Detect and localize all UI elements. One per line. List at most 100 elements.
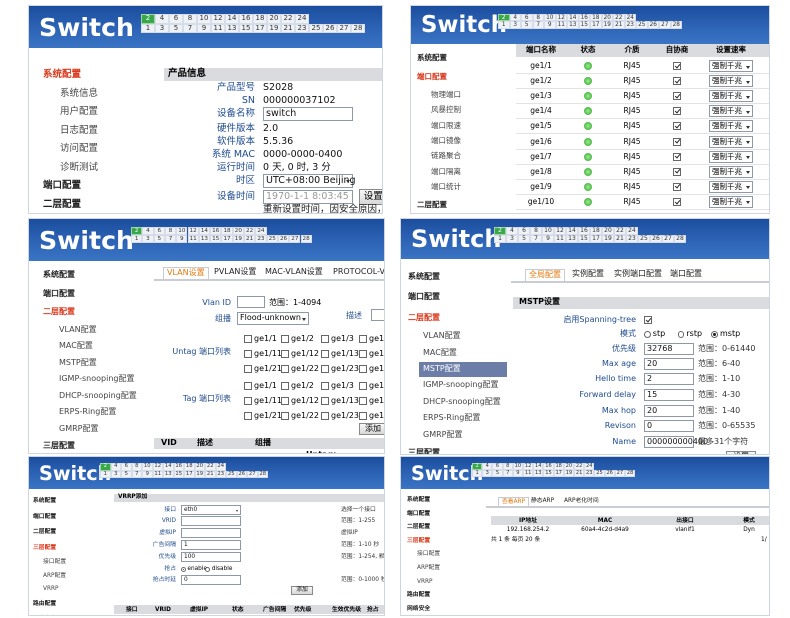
- tab[interactable]: 查看ARP: [498, 497, 530, 507]
- select[interactable]: Flood-unknown: [237, 312, 309, 325]
- radio[interactable]: [677, 331, 685, 338]
- menu-group[interactable]: 系统配置: [43, 270, 75, 279]
- speed-select[interactable]: 强制千兆: [709, 180, 753, 193]
- menu-item[interactable]: 诊断测试: [60, 161, 99, 173]
- menu-item[interactable]: MAC配置: [59, 341, 93, 350]
- radio[interactable]: [205, 567, 211, 572]
- menu-item[interactable]: VLAN配置: [423, 331, 461, 341]
- checkbox[interactable]: [321, 365, 329, 373]
- menu-item[interactable]: GMRP配置: [59, 423, 99, 433]
- menu-item[interactable]: 系统信息: [60, 87, 99, 99]
- menu-item[interactable]: 接口配置: [43, 559, 67, 565]
- menu-item[interactable]: 端口限速: [431, 120, 461, 130]
- menu-group[interactable]: 三层配置: [408, 448, 440, 455]
- menu-group[interactable]: 二层配置: [43, 198, 82, 210]
- checkbox[interactable]: [244, 382, 252, 390]
- menu-group[interactable]: 系统配置: [33, 498, 57, 504]
- checkbox[interactable]: [359, 350, 367, 358]
- text-input[interactable]: 20: [644, 358, 694, 370]
- menu-item[interactable]: VLAN配置: [59, 324, 97, 334]
- menu-item[interactable]: ARP配置: [417, 565, 441, 571]
- button[interactable]: 添加: [291, 586, 313, 595]
- radio[interactable]: [711, 331, 718, 338]
- tab[interactable]: MAC-VLAN设置: [265, 267, 323, 276]
- checkbox[interactable]: [359, 335, 367, 343]
- menu-item[interactable]: DHCP-snooping配置: [423, 396, 501, 406]
- menu-item[interactable]: GMRP配置: [423, 429, 463, 439]
- menu-item[interactable]: 风暴控制: [431, 105, 461, 115]
- radio[interactable]: [181, 567, 186, 572]
- menu-group[interactable]: 端口配置: [33, 513, 57, 520]
- menu-item[interactable]: 日志配置: [60, 124, 99, 136]
- checkbox[interactable]: [321, 397, 329, 405]
- checkbox[interactable]: [244, 397, 252, 405]
- speed-select[interactable]: 强制千兆: [709, 150, 753, 163]
- tab[interactable]: VLAN设置: [163, 267, 209, 279]
- menu-item[interactable]: IGMP-snooping配置: [59, 374, 135, 383]
- checkbox[interactable]: [673, 152, 681, 161]
- text-input[interactable]: 100: [181, 552, 241, 562]
- checkbox[interactable]: [673, 167, 681, 176]
- menu-group[interactable]: 路由配置: [33, 600, 57, 607]
- tab[interactable]: PROTOCOL-VLA: [333, 267, 385, 276]
- menu-group[interactable]: 端口配置: [408, 292, 440, 302]
- speed-select[interactable]: 强制千兆: [709, 60, 753, 72]
- menu-group[interactable]: 二层配置: [417, 199, 447, 209]
- menu-group[interactable]: 二层配置: [407, 524, 431, 531]
- text-input[interactable]: 0: [181, 575, 241, 585]
- button[interactable]: 设置: [359, 189, 382, 205]
- tab[interactable]: 全局配置: [525, 269, 565, 281]
- text-input[interactable]: [237, 296, 265, 308]
- text-input[interactable]: [181, 528, 241, 538]
- checkbox[interactable]: [281, 397, 289, 405]
- radio[interactable]: [644, 331, 651, 338]
- checkbox[interactable]: [359, 397, 367, 405]
- menu-group[interactable]: 系统配置: [407, 497, 431, 503]
- menu-group[interactable]: 三层配置: [33, 544, 57, 551]
- checkbox[interactable]: [244, 350, 252, 358]
- menu-item[interactable]: MSTP配置: [423, 364, 461, 373]
- text-input[interactable]: 000000000400: [644, 436, 708, 448]
- checkbox[interactable]: [281, 412, 289, 420]
- menu-group[interactable]: 端口配置: [417, 72, 447, 82]
- checkbox[interactable]: [281, 365, 289, 373]
- checkbox[interactable]: [321, 412, 329, 420]
- menu-group[interactable]: 网络安全: [407, 605, 431, 612]
- checkbox[interactable]: [673, 137, 681, 146]
- menu-item[interactable]: DHCP-snooping配置: [59, 390, 137, 400]
- checkbox[interactable]: [673, 122, 681, 131]
- menu-item[interactable]: ARP配置: [43, 572, 67, 579]
- checkbox[interactable]: [673, 62, 681, 70]
- tab[interactable]: 端口配置: [670, 269, 702, 278]
- checkbox[interactable]: [281, 350, 289, 358]
- menu-item[interactable]: 端口镜像: [431, 136, 461, 145]
- menu-item[interactable]: VRRP: [43, 586, 59, 592]
- speed-select[interactable]: 强制千兆: [709, 120, 753, 133]
- menu-group[interactable]: 二层配置: [43, 307, 75, 316]
- tab[interactable]: ARP老化时间: [564, 498, 599, 504]
- menu-item[interactable]: VRRP: [417, 578, 433, 585]
- menu-item[interactable]: 访问配置: [60, 143, 99, 154]
- menu-group[interactable]: 系统配置: [417, 53, 447, 62]
- select[interactable]: UTC+08:00 Beijing: [263, 174, 356, 188]
- text-input[interactable]: switch: [263, 107, 353, 121]
- text-input[interactable]: 32768: [644, 343, 694, 355]
- checkbox[interactable]: [281, 382, 289, 390]
- text-input[interactable]: [371, 309, 384, 321]
- menu-group[interactable]: 二层配置: [408, 312, 440, 322]
- menu-item[interactable]: 用户配置: [60, 106, 99, 117]
- menu-item[interactable]: IGMP-snooping配置: [423, 380, 499, 390]
- checkbox[interactable]: [673, 197, 681, 206]
- checkbox[interactable]: [244, 365, 252, 373]
- menu-item[interactable]: ERPS-Ring配置: [423, 413, 481, 423]
- menu-group[interactable]: 路由配置: [407, 592, 431, 599]
- menu-item[interactable]: 端口隔离: [431, 166, 461, 176]
- checkbox[interactable]: [359, 365, 367, 373]
- checkbox[interactable]: [321, 350, 329, 358]
- checkbox[interactable]: [673, 107, 681, 116]
- checkbox[interactable]: [673, 182, 681, 191]
- checkbox[interactable]: [244, 412, 252, 420]
- checkbox[interactable]: [644, 316, 652, 324]
- menu-item[interactable]: MAC配置: [423, 347, 457, 357]
- button[interactable]: 设置: [726, 451, 756, 454]
